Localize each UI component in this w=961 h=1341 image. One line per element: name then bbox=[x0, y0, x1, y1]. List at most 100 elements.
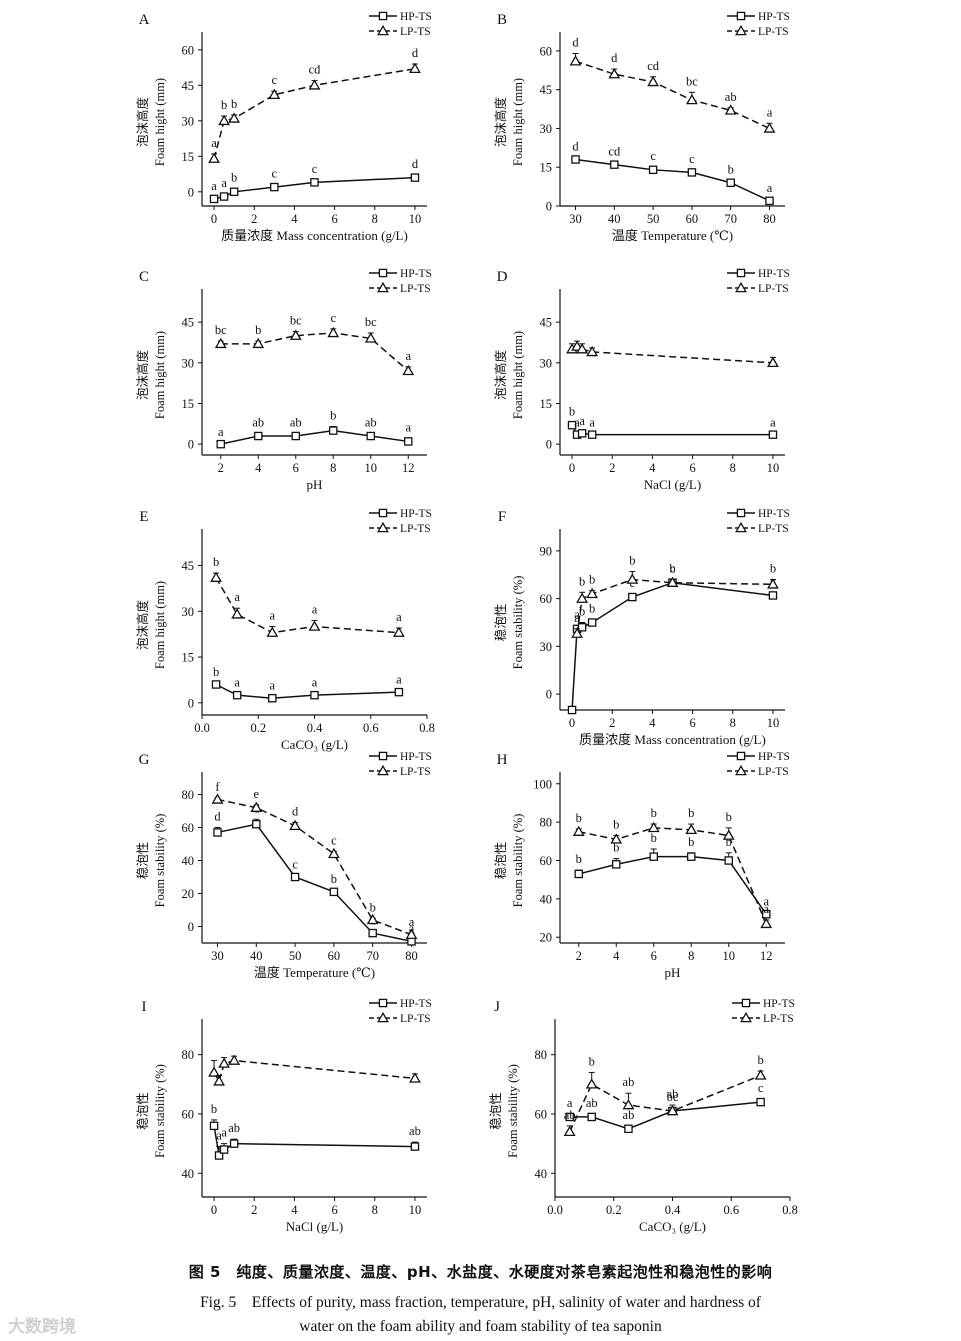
panel-c-y-tick-label: 0 bbox=[188, 438, 194, 452]
panel-d-legend-marker bbox=[735, 281, 747, 293]
panel-b-hp-point bbox=[765, 196, 774, 206]
panel-c-hp-point bbox=[291, 431, 300, 441]
panel-d-hp-point bbox=[587, 430, 597, 439]
panel-i-lp-point bbox=[228, 1054, 241, 1065]
panel-b-hp-significance-label: b bbox=[728, 163, 734, 177]
panel-e-lp-point bbox=[231, 608, 244, 619]
panel-b-x-tick-label: 30 bbox=[569, 212, 582, 226]
panel-i: I 0 2 4 6 8 10 40 60 80 NaCl (g/L) 稳泡性 Foam stabilit… bbox=[135, 998, 432, 1234]
panel-e-y-axis-title-en: Foam hight (mm) bbox=[153, 581, 167, 669]
panel-c-legend-marker bbox=[378, 268, 388, 278]
panel-j-x-axis-title: CaCO₃ (g/L) bbox=[639, 1219, 706, 1234]
watermark-text: 大数跨境 bbox=[8, 1317, 76, 1337]
panel-d-x-tick-label: 2 bbox=[609, 461, 615, 475]
panel-e-x-axis-title: CaCO₃ (g/L) bbox=[281, 737, 348, 752]
panel-e-hp-significance-label: a bbox=[396, 673, 402, 687]
panel-c-hp-point bbox=[253, 431, 263, 441]
panel-j-hp-significance-label: bc bbox=[667, 1090, 679, 1104]
panel-a-hp-point bbox=[219, 192, 229, 201]
panel-e-lp-point bbox=[210, 571, 222, 582]
panel-d-x-tick-label: 8 bbox=[730, 461, 736, 475]
panel-j-y-tick-label: 60 bbox=[535, 1107, 548, 1121]
panel-f-lp-line bbox=[576, 578, 773, 634]
panel-b-hp-point bbox=[726, 178, 735, 187]
panel-c-hp-significance-label: ab bbox=[365, 415, 377, 429]
panel-a-hp-point bbox=[310, 178, 319, 187]
panel-j-y-tick-label: 40 bbox=[535, 1167, 548, 1181]
panel-a-lp-significance-label: a bbox=[211, 136, 217, 150]
panel-d-x-axis-title: NaCl (g/L) bbox=[644, 477, 701, 492]
panel-h-y-axis-title-cn: 稳泡性 bbox=[493, 842, 508, 880]
panel-f-legend-marker bbox=[735, 521, 747, 533]
panel-j-lp-point bbox=[585, 1078, 598, 1089]
panel-f-lp-significance-label: b bbox=[770, 562, 776, 576]
panel-h: H 2 4 6 8 10 12 20 40 60 80 100 pH 稳泡性 Foam stability … bbox=[493, 751, 790, 980]
panel-a-y-axis-title-cn: 泡沫高度 bbox=[135, 97, 150, 148]
panel-j-lp-significance-label: b bbox=[758, 1053, 764, 1067]
panel-f-x-axis-title: 质量浓度 Mass concentration (g/L) bbox=[579, 732, 766, 747]
panel-b-x-tick-label: 50 bbox=[647, 212, 660, 226]
figure-caption-en-line1: Fig. 5 Effects of purity, mass fraction,… bbox=[200, 1294, 761, 1311]
panel-f-legend-marker bbox=[736, 508, 746, 518]
panel-f-lp-point bbox=[626, 573, 639, 584]
panel-c-hp-significance-label: a bbox=[405, 421, 411, 435]
panel-b-hp-significance-label: c bbox=[650, 149, 656, 163]
panel-a-hp-point bbox=[209, 194, 219, 204]
panel-c-hp-significance-label: ab bbox=[290, 415, 302, 429]
panel-g-hp-line bbox=[217, 823, 412, 943]
panel-b-hp-point bbox=[648, 165, 658, 175]
panel-a-hp-point bbox=[229, 187, 239, 197]
panel-c-lp-significance-label: bc bbox=[215, 323, 227, 337]
panel-b-y-axis-title-cn: 泡沫高度 bbox=[493, 97, 508, 148]
panel-e-lp-significance-label: a bbox=[396, 610, 402, 624]
panel-g-lp-significance-label: d bbox=[292, 805, 299, 819]
panel-g-lp-significance-label: b bbox=[370, 900, 376, 914]
panel-c-x-tick-label: 6 bbox=[293, 461, 299, 475]
panel-h-lp-point bbox=[685, 823, 698, 835]
panel-i-x-tick-label: 10 bbox=[409, 1203, 422, 1217]
panel-c-x-tick-label: 8 bbox=[330, 461, 336, 475]
panel-d-hp-point bbox=[768, 430, 778, 439]
panel-a-lp-significance-label: b bbox=[221, 98, 227, 112]
panel-i-lp-point bbox=[213, 1075, 225, 1086]
panel-e-y-tick-label: 30 bbox=[182, 605, 195, 619]
panel-j-legend-label: HP-TS bbox=[763, 998, 795, 1010]
panel-i-lp-point bbox=[218, 1057, 231, 1068]
panel-b-hp-significance-label: d bbox=[572, 139, 579, 153]
panel-j-hp-point bbox=[565, 1112, 574, 1122]
panel-a-lp-significance-label: cd bbox=[309, 63, 322, 77]
panel-f-lp-significance-label: b bbox=[669, 562, 675, 576]
figure-caption-en-line2: water on the foam ability and foam stabi… bbox=[299, 1318, 662, 1335]
panel-b-legend-label: LP-TS bbox=[758, 26, 789, 38]
panel-h-x-tick-label: 10 bbox=[723, 949, 736, 963]
panel-a-hp-significance-label: a bbox=[211, 179, 217, 193]
panel-b-lp-line bbox=[575, 60, 770, 130]
panel-e-hp-point bbox=[268, 693, 277, 703]
panel-e-hp-point bbox=[232, 690, 242, 700]
panel-i-legend-marker bbox=[377, 1011, 389, 1023]
panel-i-hp-significance-label: b bbox=[211, 1102, 217, 1116]
panel-e-hp-point bbox=[310, 690, 319, 700]
panel-c-lp-point bbox=[402, 364, 415, 376]
panel-j-x-tick-label: 0.6 bbox=[723, 1203, 739, 1217]
panel-b-lp-significance-label: cd bbox=[647, 59, 660, 73]
panel-e-lp-point bbox=[392, 626, 405, 637]
panel-f-x-tick-label: 4 bbox=[649, 716, 656, 730]
panel-a-y-tick-label: 30 bbox=[182, 114, 195, 128]
panel-f-hp-significance-label: b bbox=[589, 601, 595, 615]
panel-h-legend-label: LP-TS bbox=[758, 766, 789, 778]
panel-i-y-tick-label: 40 bbox=[182, 1167, 195, 1181]
panel-d-letter: D bbox=[497, 269, 508, 285]
panel-i-lp-point bbox=[409, 1072, 421, 1083]
panel-h-lp-significance-label: b bbox=[726, 810, 732, 824]
panel-d-y-tick-label: 15 bbox=[540, 397, 553, 411]
panel-c-y-tick-label: 15 bbox=[182, 397, 195, 411]
panel-e-lp-significance-label: a bbox=[312, 602, 318, 616]
panel-a-x-tick-label: 6 bbox=[331, 212, 337, 226]
panel-c-lp-significance-label: a bbox=[405, 349, 411, 363]
panel-a-hp-significance-label: c bbox=[272, 167, 278, 181]
panel-c: C 2 4 6 8 10 12 0 15 30 45 pH 泡沫高度 Foam hight (mm) HP-… bbox=[135, 268, 432, 492]
panel-g-lp-significance-label: a bbox=[409, 915, 415, 929]
panel-h-hp-point bbox=[687, 852, 696, 861]
